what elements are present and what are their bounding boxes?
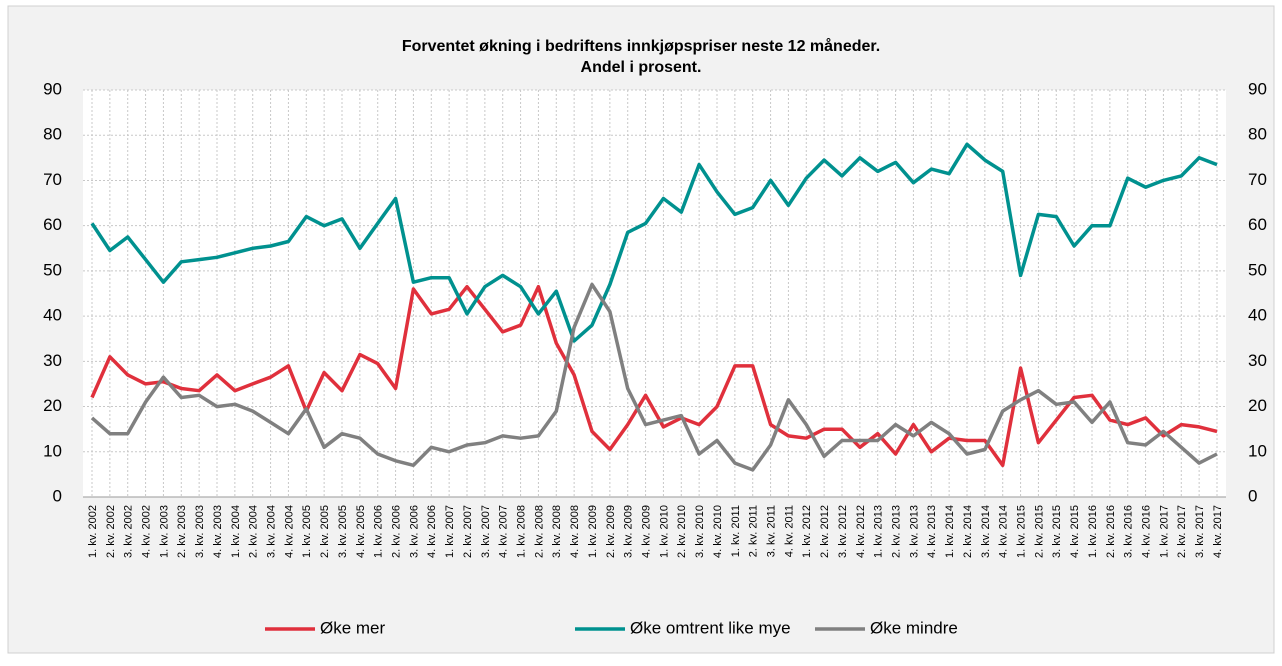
x-tick-label: 3. kv. 2013	[908, 505, 920, 558]
y2-tick-label: 80	[1248, 125, 1267, 144]
x-tick-label: 4. kv. 2017	[1212, 505, 1224, 558]
x-tick-label: 3. kv. 2015	[1051, 505, 1063, 558]
x-tick-label: 1. kv. 2005	[301, 505, 313, 558]
x-tick-label: 2. kv. 2017	[1176, 505, 1188, 558]
plot-area	[83, 90, 1226, 497]
x-tick-label: 2. kv. 2012	[819, 505, 831, 558]
x-tick-label: 3. kv. 2002	[123, 505, 135, 558]
y-tick-label: 10	[43, 441, 62, 460]
y2-tick-label: 90	[1248, 79, 1267, 98]
x-tick-label: 4. kv. 2015	[1069, 505, 1081, 558]
x-tick-label: 3. kv. 2007	[480, 505, 492, 558]
x-tick-label: 1. kv. 2007	[444, 505, 456, 558]
x-tick-label: 2. kv. 2009	[605, 505, 617, 558]
x-tick-label: 1. kv. 2009	[587, 505, 599, 558]
y2-tick-label: 0	[1248, 486, 1257, 505]
x-tick-label: 4. kv. 2010	[712, 505, 724, 558]
y2-tick-label: 10	[1248, 441, 1267, 460]
x-tick-label: 1. kv. 2002	[87, 505, 99, 558]
x-tick-label: 4. kv. 2003	[212, 505, 224, 558]
x-tick-label: 4. kv. 2009	[640, 505, 652, 558]
x-tick-label: 4. kv. 2002	[140, 505, 152, 558]
x-tick-label: 2. kv. 2010	[676, 505, 688, 558]
y-tick-label: 90	[43, 79, 62, 98]
x-tick-label: 2. kv. 2016	[1105, 505, 1117, 558]
y-tick-label: 20	[43, 396, 62, 415]
x-tick-label: 1. kv. 2008	[515, 505, 527, 558]
x-tick-label: 1. kv. 2013	[873, 505, 885, 558]
y-tick-label: 70	[43, 170, 62, 189]
x-tick-label: 2. kv. 2005	[319, 505, 331, 558]
x-tick-label: 1. kv. 2006	[373, 505, 385, 558]
x-tick-label: 2. kv. 2002	[105, 505, 117, 558]
x-tick-label: 3. kv. 2017	[1194, 505, 1206, 558]
x-tick-label: 4. kv. 2007	[498, 505, 510, 558]
x-tick-label: 1. kv. 2016	[1087, 505, 1099, 558]
x-tick-label: 2. kv. 2003	[176, 505, 188, 558]
series-line	[90, 142, 1218, 343]
x-tick-label: 1. kv. 2017	[1158, 505, 1170, 558]
chart-subtitle: Andel i prosent.	[581, 59, 702, 76]
y2-tick-label: 50	[1248, 260, 1267, 279]
x-tick-label: 3. kv. 2003	[194, 505, 206, 558]
x-tick-label: 3. kv. 2014	[980, 505, 992, 558]
x-tick-label: 1. kv. 2011	[730, 505, 742, 557]
x-tick-label: 4. kv. 2005	[355, 505, 367, 558]
y2-tick-label: 60	[1248, 215, 1267, 234]
x-tick-label: 1. kv. 2012	[801, 505, 813, 558]
x-tick-label: 2. kv. 2006	[390, 505, 402, 558]
y-tick-label: 40	[43, 306, 62, 325]
x-tick-label: 4. kv. 2006	[426, 505, 438, 558]
x-tick-label: 3. kv. 2004	[265, 505, 277, 558]
chart-title: Forventet økning i bedriftens innkjøpspr…	[402, 37, 880, 55]
x-tick-label: 3. kv. 2005	[337, 505, 349, 558]
x-tick-label: 4. kv. 2016	[1140, 505, 1152, 558]
legend-label: Øke mer	[320, 618, 386, 637]
x-tick-label: 2. kv. 2013	[890, 505, 902, 558]
x-tick-label: 1. kv. 2010	[658, 505, 670, 558]
y-tick-label: 60	[43, 215, 62, 234]
y-tick-label: 0	[53, 486, 62, 505]
x-tick-label: 3. kv. 2006	[408, 505, 420, 558]
x-tick-label: 1. kv. 2015	[1015, 505, 1027, 558]
y-tick-label: 50	[43, 260, 62, 279]
y2-tick-label: 20	[1248, 396, 1267, 415]
y2-tick-label: 30	[1248, 351, 1267, 370]
x-tick-label: 2. kv. 2015	[1033, 505, 1045, 558]
x-tick-label: 3. kv. 2011	[765, 505, 777, 557]
x-tick-label: 2. kv. 2011	[748, 505, 760, 557]
x-tick-label: 3. kv. 2010	[694, 505, 706, 558]
x-tick-label: 3. kv. 2016	[1123, 505, 1135, 558]
x-tick-label: 4. kv. 2012	[855, 505, 867, 558]
series-line	[90, 284, 1218, 468]
x-tick-label: 4. kv. 2008	[569, 505, 581, 558]
y-tick-label: 80	[43, 125, 62, 144]
x-tick-label: 2. kv. 2014	[962, 505, 974, 558]
y-tick-label: 30	[43, 351, 62, 370]
x-tick-label: 2. kv. 2007	[462, 505, 474, 558]
legend-label: Øke omtrent like mye	[630, 618, 791, 637]
y2-tick-label: 70	[1248, 170, 1267, 189]
x-tick-label: 4. kv. 2011	[783, 505, 795, 557]
x-tick-label: 3. kv. 2008	[551, 505, 563, 558]
x-tick-label: 1. kv. 2014	[944, 505, 956, 558]
x-tick-label: 1. kv. 2004	[230, 505, 242, 558]
x-tick-label: 2. kv. 2004	[248, 505, 260, 558]
x-tick-label: 2. kv. 2008	[533, 505, 545, 558]
x-tick-label: 3. kv. 2009	[623, 505, 635, 558]
y2-tick-label: 40	[1248, 306, 1267, 325]
x-tick-label: 4. kv. 2013	[926, 505, 938, 558]
legend-label: Øke mindre	[870, 618, 958, 637]
series-line	[90, 282, 1218, 472]
x-tick-label: 1. kv. 2003	[158, 505, 170, 558]
x-tick-label: 3. kv. 2012	[837, 505, 849, 558]
x-tick-label: 4. kv. 2014	[998, 505, 1010, 558]
x-tick-label: 4. kv. 2004	[283, 505, 295, 558]
